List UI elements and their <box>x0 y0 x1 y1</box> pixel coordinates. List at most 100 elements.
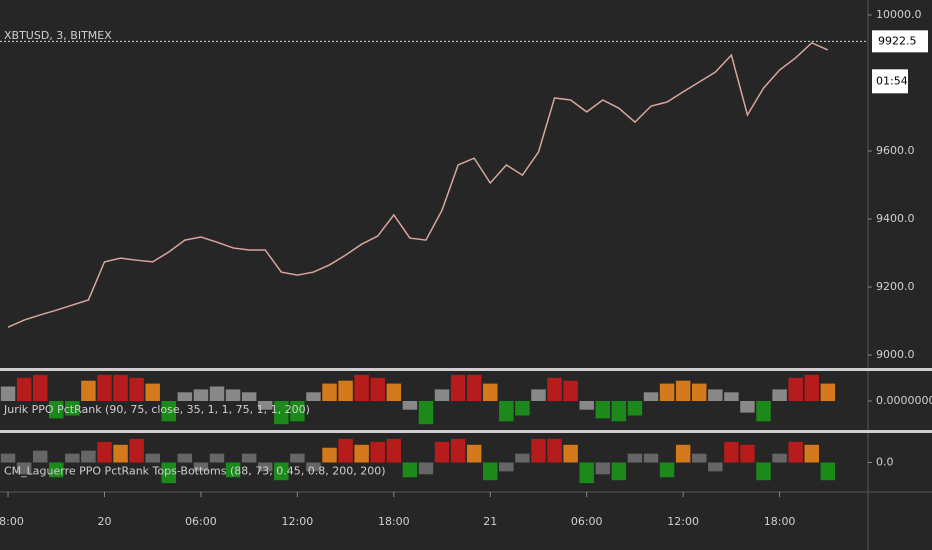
indicator-bar <box>611 462 627 481</box>
x-tick-label: 06:00 <box>571 515 603 528</box>
indicator-bar <box>113 444 128 463</box>
indicator-bar <box>788 441 803 463</box>
indicator-bar <box>563 444 578 463</box>
indicator-bar <box>145 453 160 463</box>
y-tick-label: 0.00000000 <box>876 394 932 407</box>
indicator-bar <box>643 392 659 401</box>
indicator-bar <box>0 453 16 463</box>
indicator-bar <box>691 453 707 463</box>
indicator-bar <box>209 386 225 401</box>
last-price-box <box>872 30 928 53</box>
indicator-bar <box>434 389 450 401</box>
indicator-bar <box>225 462 241 478</box>
indicator-bar <box>579 401 594 410</box>
indicator-bar <box>386 438 402 463</box>
indicator-bar <box>402 462 418 478</box>
indicator-bar <box>81 450 96 463</box>
indicator-bar <box>257 401 273 410</box>
indicator-bar <box>49 401 64 419</box>
indicator-bar <box>16 377 32 401</box>
indicator-bar <box>402 401 418 410</box>
indicator-bar <box>772 389 787 401</box>
indicator-title: Jurik PPO PctRank (90, 75, close, 35, 1,… <box>3 403 310 416</box>
indicator-bar <box>81 380 96 401</box>
indicator-bar <box>32 450 48 463</box>
indicator-bar <box>804 374 819 401</box>
indicator-bar <box>450 374 466 401</box>
indicator-bar <box>113 374 128 401</box>
indicator-bar <box>16 462 32 475</box>
indicator-bar <box>434 441 450 463</box>
pane-separator <box>0 368 932 371</box>
indicator-bar <box>627 401 643 416</box>
indicator-bar <box>322 447 337 463</box>
indicator-bar <box>740 444 755 463</box>
indicator-bar <box>177 392 193 401</box>
indicator-bar <box>274 462 289 481</box>
y-tick-label: 0.0 <box>876 456 894 469</box>
price-line <box>7 41 829 328</box>
indicator-bar <box>274 401 289 425</box>
indicator-bar <box>804 444 819 463</box>
indicator-bar <box>241 392 257 401</box>
x-tick-label: 21 <box>483 515 497 528</box>
indicator-bar <box>740 401 755 413</box>
indicator-bar <box>370 441 385 463</box>
x-tick-label: 18:00 <box>0 515 24 528</box>
indicator-bar <box>595 401 611 419</box>
indicator-bar <box>483 462 498 481</box>
indicator-bar <box>547 438 562 463</box>
indicator-bar <box>386 383 402 401</box>
indicator-bar <box>322 383 337 401</box>
y-tick-label: 10000.0 <box>876 8 922 21</box>
indicator-bar <box>145 383 160 401</box>
last-price-label: 9922.5 <box>878 34 917 47</box>
indicator-bar <box>675 380 691 401</box>
indicator-bar <box>32 374 48 401</box>
indicator-bar <box>499 401 514 422</box>
indicator-bar <box>290 453 305 463</box>
countdown-box <box>872 69 908 94</box>
indicator-bar <box>450 438 466 463</box>
indicator-bar <box>257 462 273 472</box>
indicator-bar <box>483 383 498 401</box>
indicator-bar <box>611 401 627 422</box>
x-tick-label: 12:00 <box>667 515 699 528</box>
indicator-bar <box>306 392 321 401</box>
y-tick-label: 9000.0 <box>876 348 915 361</box>
indicator-bar <box>306 462 321 472</box>
indicator-bar <box>466 444 482 463</box>
indicator-bar <box>466 374 482 401</box>
indicator-bar <box>627 453 643 463</box>
y-tick-label: 9400.0 <box>876 212 915 225</box>
indicator-bar <box>563 380 578 401</box>
indicator-bar <box>675 444 691 463</box>
indicator-bar <box>708 389 723 401</box>
symbol-title: XBTUSD, 3, BITMEX <box>4 29 112 42</box>
indicator-bar <box>177 453 193 463</box>
indicator-bar <box>129 377 144 401</box>
indicator-bar <box>772 453 787 463</box>
indicator-bar <box>820 462 836 481</box>
indicator-bar <box>370 377 385 401</box>
x-tick-label: 18:00 <box>378 515 410 528</box>
indicator-bar <box>820 383 836 401</box>
indicator-bar <box>161 401 177 422</box>
indicator-bar <box>290 401 305 422</box>
indicator-bar <box>354 374 369 401</box>
indicator-bar <box>756 462 771 481</box>
indicator-bar <box>691 383 707 401</box>
indicator-bar <box>241 453 257 463</box>
indicator-bar <box>209 453 225 463</box>
indicator-bar <box>499 462 514 472</box>
indicator-bar <box>354 444 369 463</box>
indicator-bar <box>129 438 144 463</box>
indicator-bar <box>547 377 562 401</box>
indicator-bar <box>49 462 64 478</box>
indicator-bar <box>97 441 112 463</box>
indicator-bar <box>659 462 675 478</box>
indicator-bar <box>418 401 434 425</box>
y-tick-label: 9600.0 <box>876 144 915 157</box>
indicator-bar <box>531 438 546 463</box>
indicator-bar <box>724 441 739 463</box>
